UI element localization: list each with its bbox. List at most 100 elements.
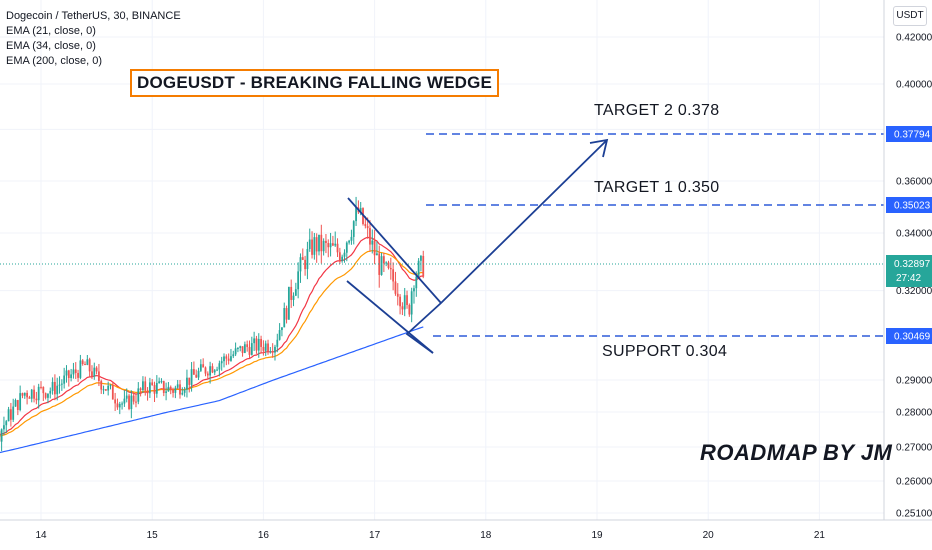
x-tick-label: 20: [703, 530, 715, 541]
legend-ema-200[interactable]: EMA (200, close, 0): [6, 55, 102, 67]
candle: [188, 377, 191, 393]
time-axis[interactable]: 14 15 16 17 18 19 20 21: [35, 530, 825, 541]
candle: [33, 385, 35, 403]
candle: [56, 377, 59, 401]
y-tick-label: 0.36000: [896, 177, 932, 188]
candle: [12, 398, 15, 423]
candle: [262, 340, 265, 356]
candle: [290, 279, 293, 308]
candle: [91, 365, 93, 380]
candle: [7, 406, 10, 422]
candle: [345, 241, 348, 262]
candle: [100, 379, 103, 394]
target1-price-tag-text: 0.35023: [894, 201, 931, 212]
candle: [125, 388, 128, 403]
target-1-label: TARGET 1 0.350: [594, 179, 720, 196]
candle: [176, 379, 179, 389]
candle: [146, 387, 149, 401]
candle: [47, 393, 49, 404]
support-price-tag-text: 0.30469: [894, 332, 931, 343]
candle: [269, 347, 272, 354]
candle: [274, 344, 276, 361]
support-label: SUPPORT 0.304: [602, 343, 728, 360]
ema-21-line: [0, 236, 424, 436]
x-tick-label: 21: [814, 530, 826, 541]
candle: [165, 382, 167, 401]
y-tick-label: 0.29000: [896, 376, 932, 387]
candle: [267, 339, 269, 355]
candle: [320, 224, 323, 264]
candle: [16, 399, 19, 416]
x-tick-label: 15: [147, 530, 159, 541]
candle: [186, 369, 188, 398]
target1-price-tag: 0.35023: [886, 197, 932, 213]
projection-arrowhead: [589, 138, 609, 158]
legend-ema-21[interactable]: EMA (21, close, 0): [6, 25, 96, 37]
candle: [209, 361, 212, 384]
candle: [218, 360, 221, 377]
target2-price-tag-text: 0.37794: [894, 130, 931, 141]
candle: [408, 303, 411, 317]
support-price-tag: 0.30469: [886, 328, 932, 344]
candle: [162, 380, 165, 397]
candle: [253, 331, 256, 351]
candle: [382, 252, 385, 273]
projection-path: [405, 140, 607, 354]
candle: [250, 336, 253, 356]
candle: [139, 387, 142, 397]
candle: [60, 379, 63, 391]
candle: [278, 323, 281, 341]
y-tick-label: 0.32000: [896, 286, 932, 297]
candle: [248, 340, 251, 359]
y-tick-label: 0.27000: [896, 443, 932, 454]
candle: [257, 333, 260, 358]
candle: [327, 239, 330, 258]
candle: [84, 361, 86, 366]
candle: [378, 245, 381, 288]
candle: [283, 302, 286, 328]
y-tick-label: 0.25100: [896, 509, 932, 520]
candle: [181, 387, 184, 396]
candle: [42, 386, 45, 402]
candle: [313, 232, 316, 260]
y-tick-label: 0.28000: [896, 408, 932, 419]
candle: [142, 376, 144, 394]
candle: [130, 390, 133, 419]
candle: [19, 385, 22, 412]
candle: [410, 287, 413, 323]
candle: [153, 381, 156, 402]
candle: [343, 249, 346, 263]
candle: [276, 333, 279, 353]
candle: [225, 354, 228, 366]
candle: [306, 241, 309, 280]
candle: [49, 387, 52, 399]
legend-ema-34[interactable]: EMA (34, close, 0): [6, 40, 96, 52]
candle: [292, 292, 295, 307]
candle: [172, 387, 174, 398]
candle: [287, 286, 290, 320]
candle: [299, 253, 302, 283]
legend-symbol[interactable]: Dogecoin / TetherUS, 30, BINANCE: [6, 10, 181, 22]
y-tick-label: 0.40000: [896, 80, 932, 91]
y-tick-label: 0.26000: [896, 477, 932, 488]
target-2-label: TARGET 2 0.378: [594, 102, 720, 119]
candle: [294, 282, 297, 297]
candle: [318, 234, 320, 256]
candle: [9, 402, 12, 427]
candle: [241, 346, 244, 357]
candle: [420, 254, 422, 272]
axis-unit-button[interactable]: USDT: [893, 6, 927, 26]
current-price-text: 0.32897: [894, 259, 931, 270]
candle: [35, 391, 38, 405]
candle: [95, 366, 98, 375]
candle: [206, 371, 209, 380]
candle: [329, 232, 332, 257]
candle: [81, 359, 84, 366]
candle: [220, 356, 223, 371]
candle: [202, 358, 205, 368]
candle: [406, 290, 408, 309]
candle: [197, 367, 200, 381]
candle: [232, 350, 235, 359]
candle: [37, 383, 40, 409]
